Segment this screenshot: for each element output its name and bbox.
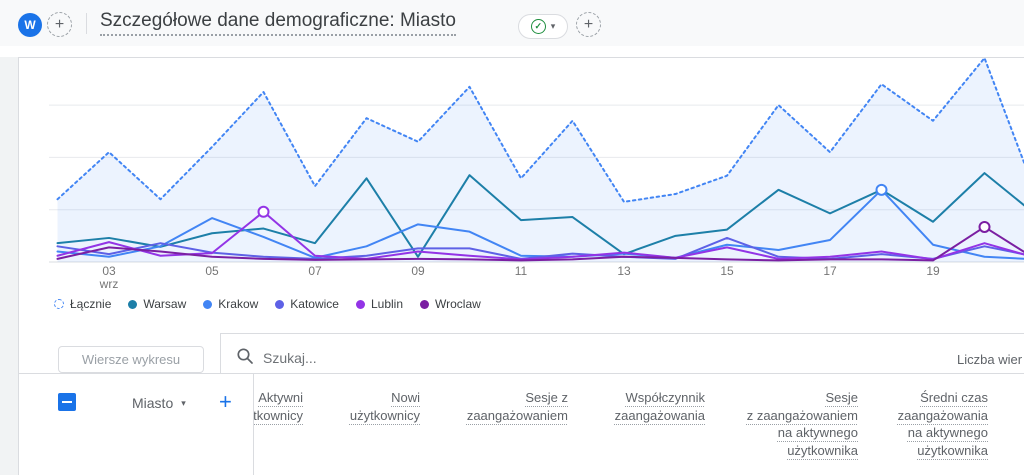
divider xyxy=(86,13,87,34)
series-line-łącznie xyxy=(56,58,1024,203)
dimension-label: Miasto xyxy=(132,395,174,411)
legend-label: Warsaw xyxy=(143,297,187,311)
plus-icon: + xyxy=(583,16,594,33)
search-icon xyxy=(237,348,253,364)
x-tick-label: 11 xyxy=(515,264,528,278)
marker-wroclaw[interactable] xyxy=(978,220,991,233)
legend-swatch-icon xyxy=(275,299,285,309)
dimension-select[interactable]: Miasto ▾ xyxy=(132,395,186,411)
add-metric-button[interactable]: + xyxy=(219,389,232,414)
column-header-avg-engagement-time[interactable]: Średni czas zaangażowania na aktywnego u… xyxy=(897,390,988,458)
divider xyxy=(19,373,1024,374)
x-tick-sublabel: wrz xyxy=(99,277,119,290)
x-tick-label: 17 xyxy=(823,264,837,278)
x-tick-label: 05 xyxy=(205,264,219,278)
legend-label: Wroclaw xyxy=(435,297,481,311)
legend-swatch-icon xyxy=(420,299,430,309)
marker-krakow[interactable] xyxy=(875,183,888,196)
page-title-text: Szczegółowe dane demograficzne: Miasto xyxy=(100,10,456,36)
divider xyxy=(220,333,1024,334)
legend-label: Katowice xyxy=(290,297,339,311)
dimension-panel: Miasto ▾ + xyxy=(19,374,254,475)
data-point-markers xyxy=(257,183,991,233)
select-all-checkbox[interactable] xyxy=(58,393,76,411)
legend-swatch-icon xyxy=(128,299,138,309)
legend-label: Łącznie xyxy=(70,297,112,311)
add-tab-button[interactable]: + xyxy=(47,12,72,37)
chart-rows-button[interactable]: Wiersze wykresu xyxy=(58,346,204,373)
series-line-lublin xyxy=(56,210,1024,261)
column-header-new-users[interactable]: Nowi użytkownicy xyxy=(349,390,420,423)
legend-swatch-icon xyxy=(203,299,213,309)
chevron-down-icon: ▾ xyxy=(181,397,186,408)
column-header-engagement-rate[interactable]: Współczynnik zaangażowania xyxy=(614,390,705,423)
column-header-engaged-sessions-per-user[interactable]: Sesje z zaangażowaniem na aktywnego użyt… xyxy=(746,390,858,458)
legend-swatch-icon xyxy=(355,299,365,309)
chevron-down-icon: ▾ xyxy=(550,21,556,31)
x-tick-label: 09 xyxy=(411,264,425,278)
add-card-button[interactable]: + xyxy=(576,12,601,37)
plus-icon: + xyxy=(54,16,65,33)
avatar: W xyxy=(18,13,42,37)
canvas-gutter xyxy=(0,57,19,475)
legend-item-krakow: Krakow xyxy=(203,297,258,311)
series-lines xyxy=(56,58,1024,262)
legend-item-warsaw: Warsaw xyxy=(128,297,186,311)
x-tick-label: 19 xyxy=(926,264,940,278)
x-tick-label: 07 xyxy=(308,264,322,278)
total-area xyxy=(57,58,1024,262)
chart-legend: Łącznie Warsaw Krakow Katowice Lublin Wroclaw xyxy=(54,297,481,311)
column-header-engaged-sessions[interactable]: Sesje z zaangażowaniem xyxy=(466,390,568,423)
marker-lublin[interactable] xyxy=(257,205,270,218)
status-dropdown[interactable]: ✓ ▾ xyxy=(518,14,568,39)
series-line-katowice xyxy=(56,236,1024,260)
series-line-warsaw xyxy=(56,172,1024,258)
x-tick-label: 03 xyxy=(102,264,116,278)
divider xyxy=(220,334,221,373)
x-tick-label: 13 xyxy=(617,264,631,278)
legend-label: Krakow xyxy=(218,297,259,311)
search-input[interactable] xyxy=(263,348,583,368)
page-title[interactable]: Szczegółowe dane demograficzne: Miasto xyxy=(100,10,456,36)
card-border xyxy=(19,57,1024,58)
legend-item-łącznie: Łącznie xyxy=(54,297,111,311)
indeterminate-minus-icon xyxy=(62,401,72,403)
x-tick-label: 15 xyxy=(720,264,734,278)
top-bar: W + Szczegółowe dane demograficzne: Mias… xyxy=(0,0,1024,46)
legend-label: Lublin xyxy=(370,297,404,311)
legend-item-wroclaw: Wroclaw xyxy=(420,297,481,311)
legend-item-lublin: Lublin xyxy=(355,297,404,311)
check-circle-icon: ✓ xyxy=(530,19,546,34)
legend-swatch-icon xyxy=(54,299,64,309)
avatar-letter: W xyxy=(24,18,36,32)
rows-count-label: Liczba wier xyxy=(957,352,1023,367)
series-line-wroclaw xyxy=(56,225,1024,262)
legend-item-katowice: Katowice xyxy=(275,297,339,311)
